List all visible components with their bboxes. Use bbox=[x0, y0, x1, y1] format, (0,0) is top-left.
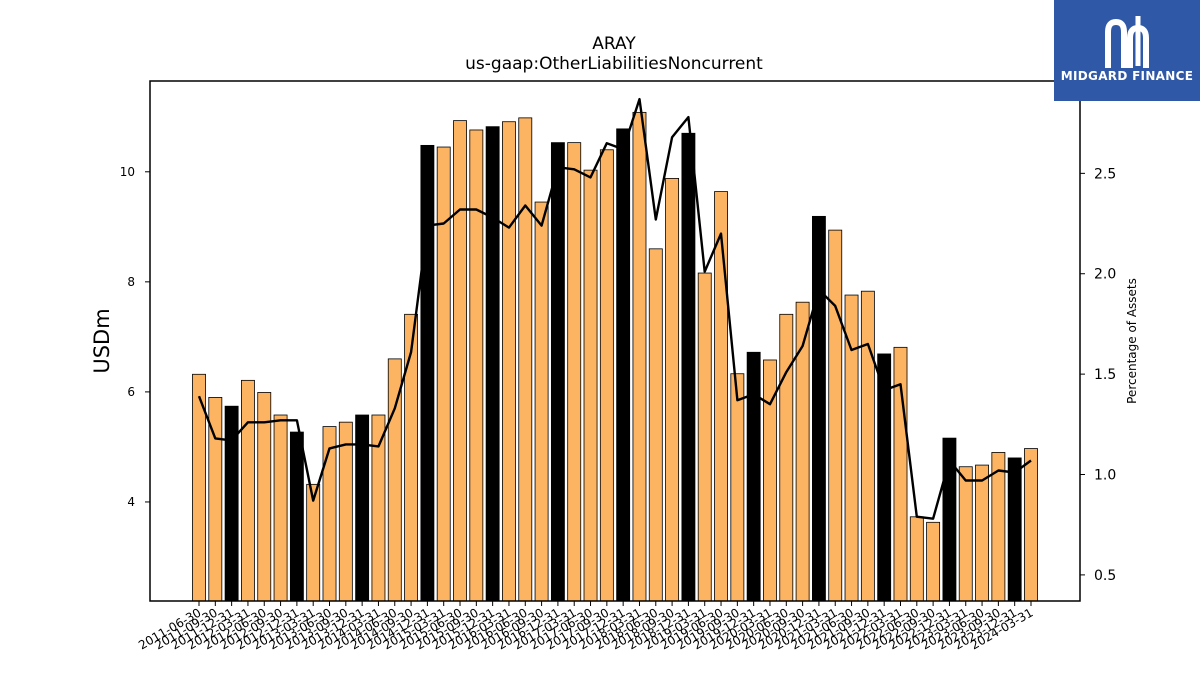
bar bbox=[567, 142, 582, 602]
brand-logo: MIDGARD FINANCE bbox=[1054, 0, 1200, 101]
bar bbox=[338, 421, 353, 602]
bar bbox=[746, 351, 761, 602]
bar bbox=[534, 201, 549, 602]
bar bbox=[860, 290, 875, 602]
bar bbox=[1024, 448, 1038, 602]
y2-tick-label: 1.0 bbox=[1094, 468, 1116, 484]
x-axis-ticks: 2011-06-302011-09-302011-12-312012-03-31… bbox=[136, 601, 1036, 652]
bar bbox=[665, 177, 680, 602]
bar bbox=[599, 149, 614, 602]
bar bbox=[811, 215, 826, 602]
y2-tick-label: 2.5 bbox=[1094, 166, 1116, 182]
bar bbox=[828, 229, 843, 602]
bar bbox=[355, 414, 370, 602]
bar bbox=[257, 392, 272, 602]
bar bbox=[779, 313, 794, 602]
bar bbox=[616, 128, 631, 602]
chart-subtitle: us-gaap:OtherLiabilitiesNoncurrent bbox=[465, 54, 763, 74]
bar-series bbox=[192, 111, 1038, 602]
bar bbox=[485, 126, 500, 602]
bar bbox=[975, 464, 989, 602]
bar bbox=[420, 144, 435, 602]
bar bbox=[322, 426, 337, 602]
bar bbox=[926, 521, 941, 602]
bar bbox=[909, 516, 924, 602]
left-axis-label: USDm bbox=[90, 308, 114, 373]
bar bbox=[436, 146, 451, 602]
bar bbox=[681, 132, 696, 602]
right-axis-label: Percentage of Assets bbox=[1125, 278, 1139, 404]
bar bbox=[273, 414, 288, 602]
bar bbox=[697, 272, 712, 602]
bar bbox=[518, 117, 533, 602]
y2-tick-label: 2.0 bbox=[1094, 267, 1116, 283]
y-tick-label: 4 bbox=[127, 495, 135, 509]
bar bbox=[632, 111, 647, 602]
line-series bbox=[197, 97, 1032, 520]
bar bbox=[958, 466, 973, 602]
bar bbox=[306, 483, 321, 602]
left-axis-ticks: 4 6 8 10 bbox=[120, 165, 150, 509]
bar bbox=[583, 169, 598, 602]
chart-title: ARAY bbox=[592, 34, 636, 54]
midgard-logo-icon bbox=[1105, 16, 1149, 68]
plot-frame bbox=[149, 80, 1081, 602]
bar bbox=[648, 248, 663, 602]
y2-tick-label: 1.5 bbox=[1094, 367, 1116, 383]
y2-tick-label: 0.5 bbox=[1094, 568, 1116, 584]
bar bbox=[289, 431, 304, 602]
bar bbox=[502, 121, 516, 602]
bar bbox=[469, 129, 484, 602]
percentage-line bbox=[197, 97, 1032, 520]
y-tick-label: 8 bbox=[127, 275, 135, 289]
brand-name: MIDGARD FINANCE bbox=[1060, 69, 1194, 83]
bar bbox=[404, 313, 419, 602]
bar bbox=[371, 414, 386, 602]
right-axis-ticks: 0.5 1.0 1.5 2.0 2.5 bbox=[1080, 166, 1116, 584]
y-tick-label: 6 bbox=[127, 385, 135, 399]
bar bbox=[1007, 457, 1022, 602]
bar bbox=[241, 379, 255, 602]
y-tick-label: 10 bbox=[120, 165, 135, 179]
bar bbox=[730, 373, 745, 602]
bar bbox=[453, 120, 467, 602]
bar bbox=[714, 191, 728, 602]
bar bbox=[550, 142, 565, 602]
